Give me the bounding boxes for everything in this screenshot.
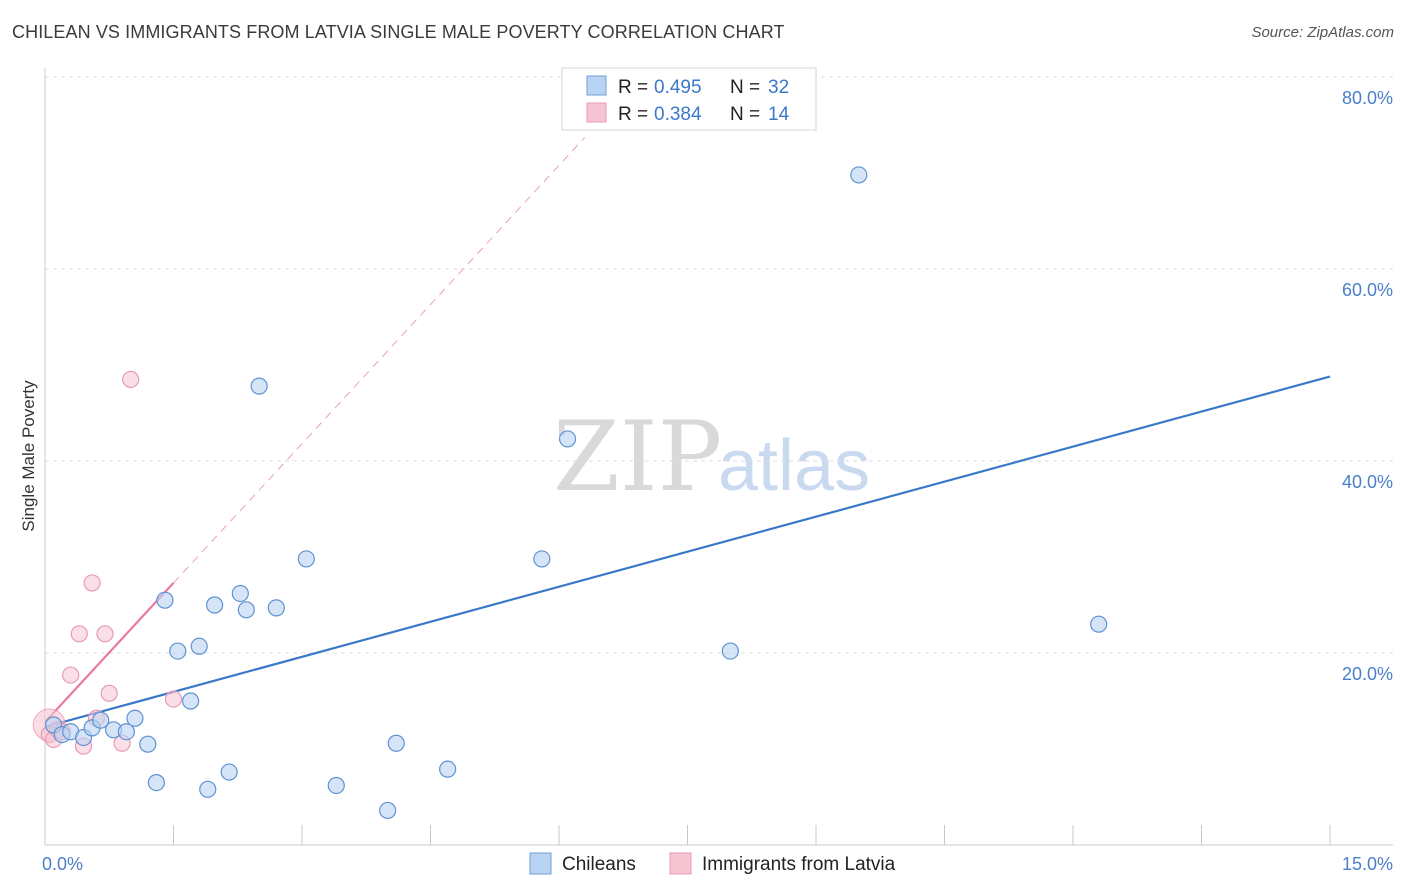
point-chileans (182, 692, 200, 710)
legend-swatch-latvia (586, 102, 607, 123)
y-tick-label: 80.0% (1342, 88, 1393, 108)
bottom-legend-label-latvia: Immigrants from Latvia (702, 854, 896, 875)
series-legend: Chileans Immigrants from Latvia (529, 852, 896, 875)
point-chileans (126, 709, 144, 727)
point-chileans (327, 776, 345, 795)
point-chileans (206, 596, 224, 614)
axes (44, 68, 1393, 846)
grid (45, 76, 1393, 654)
point-chileans (250, 377, 268, 395)
point-chileans (387, 734, 405, 752)
legend-n-value-0: 32 (768, 77, 789, 98)
x-tick-label: 15.0% (1342, 854, 1393, 874)
y-tick-label: 40.0% (1342, 472, 1393, 492)
watermark-zip: ZIP (553, 401, 722, 513)
point-latvia (83, 574, 101, 592)
y-axis-label: Single Male Poverty (19, 380, 38, 532)
point-chileans (147, 773, 165, 792)
point-chileans (297, 550, 315, 568)
point-chileans (533, 550, 551, 568)
bottom-legend-label-chileans: Chileans (562, 854, 636, 875)
point-chileans (169, 642, 187, 660)
trend-line-latvia-extension (173, 137, 586, 584)
point-chileans (439, 760, 457, 778)
point-chileans (379, 801, 397, 820)
data-points (32, 166, 1108, 820)
legend-n-label-0: N = (730, 77, 760, 98)
point-latvia (96, 625, 114, 643)
legend-n-value-1: 14 (768, 104, 790, 125)
y-tick-label: 60.0% (1342, 280, 1393, 300)
point-chileans (199, 780, 217, 798)
point-latvia (70, 625, 88, 643)
source-label: Source: ZipAtlas.com (1251, 24, 1394, 41)
point-chileans (220, 763, 238, 781)
point-latvia (100, 684, 118, 702)
trend-line-latvia (44, 582, 175, 723)
point-chileans (231, 584, 249, 603)
point-chileans (117, 723, 135, 741)
chart-title: CHILEAN VS IMMIGRANTS FROM LATVIA SINGLE… (12, 22, 785, 42)
point-latvia (122, 370, 140, 388)
y-tick-labels: 20.0% 40.0% 60.0% 80.0% (1342, 88, 1393, 684)
point-latvia (62, 666, 80, 684)
trend-lines (44, 137, 1331, 728)
y-tick-label: 20.0% (1342, 664, 1393, 684)
point-chileans (1090, 615, 1108, 633)
x-tick-labels: 0.0% 15.0% (42, 854, 1393, 874)
point-latvia (164, 690, 183, 708)
point-chileans (92, 711, 110, 729)
legend-r-label-1: R = (618, 104, 648, 125)
legend-r-label-0: R = (618, 77, 648, 98)
watermark-atlas: atlas (718, 426, 870, 506)
x-tick-label: 0.0% (42, 854, 83, 874)
point-chileans (139, 735, 157, 753)
legend-r-value-1: 0.384 (654, 104, 702, 125)
point-chileans (190, 637, 208, 655)
point-chileans (721, 642, 739, 660)
bottom-legend-swatch-chileans (529, 852, 552, 875)
trend-line-chileans (44, 375, 1331, 728)
point-chileans (267, 599, 285, 617)
legend-r-value-0: 0.495 (654, 77, 702, 98)
point-chileans (850, 166, 868, 184)
correlation-legend: R = 0.495 N = 32 R = 0.384 N = 14 (561, 67, 817, 131)
bottom-legend-swatch-latvia (669, 852, 692, 875)
legend-n-label-1: N = (730, 104, 760, 125)
legend-swatch-chileans (586, 75, 607, 96)
point-chileans (156, 591, 174, 609)
point-chileans (558, 430, 577, 448)
point-chileans (237, 601, 255, 619)
